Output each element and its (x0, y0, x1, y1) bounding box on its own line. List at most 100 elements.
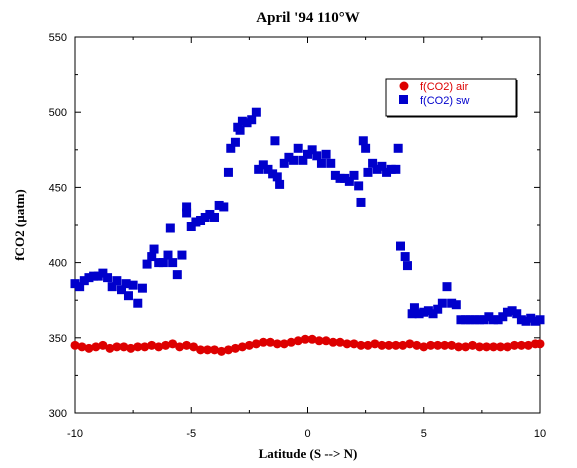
data-point-air (237, 342, 247, 352)
data-point-air (405, 339, 415, 349)
data-point-sw (451, 300, 461, 310)
data-point-air (502, 342, 512, 352)
legend: f(CO2) air f(CO2) sw (385, 78, 518, 118)
data-point-sw (433, 304, 443, 314)
legend-label-sw: f(CO2) sw (420, 95, 470, 107)
legend-label-air: f(CO2) air (420, 81, 469, 93)
data-point-air (475, 342, 485, 352)
data-point-sw (84, 273, 94, 283)
data-point-sw (182, 202, 192, 212)
data-point-sw (303, 149, 312, 159)
x-axis-ticks: -10 -5 0 5 10 (67, 37, 546, 440)
data-point-air (161, 340, 171, 350)
data-point-sw (479, 315, 489, 325)
data-marks (70, 107, 545, 356)
data-point-air (419, 342, 429, 352)
data-point-sw (516, 315, 526, 325)
data-point-sw (530, 316, 540, 326)
data-point-air (461, 342, 471, 352)
data-point-air (251, 339, 261, 349)
data-point-sw (70, 279, 80, 289)
data-point-air (258, 337, 268, 347)
data-point-sw (279, 158, 289, 168)
data-point-sw (428, 309, 438, 319)
y-axis-label: fCO2 (µatm) (12, 189, 27, 260)
data-point-sw (251, 107, 261, 117)
data-point-sw (79, 276, 89, 286)
data-point-sw (128, 280, 138, 290)
data-point-sw (330, 170, 340, 180)
data-point-air (133, 342, 143, 352)
data-point-sw (182, 208, 192, 218)
data-point-sw (103, 273, 113, 283)
data-point-sw (247, 115, 257, 125)
data-point-air (516, 340, 526, 350)
data-point-air (328, 337, 338, 347)
data-point-sw (186, 222, 196, 232)
x-axis-label: Latitude (S --> N) (259, 446, 358, 461)
data-point-sw (475, 315, 485, 325)
data-point-sw (237, 116, 247, 126)
data-point-air (391, 340, 401, 350)
data-point-sw (177, 250, 187, 260)
data-point-sw (263, 164, 273, 174)
data-point-sw (272, 172, 282, 182)
data-point-air (112, 342, 122, 352)
data-point-sw (354, 181, 364, 191)
data-point-air (426, 340, 436, 350)
legend-marker-air (399, 81, 409, 91)
data-point-sw (470, 315, 480, 325)
data-point-air (70, 340, 80, 350)
data-point-air (370, 339, 380, 349)
data-point-sw (447, 298, 457, 308)
data-point-air (203, 345, 213, 355)
data-point-sw (98, 268, 108, 278)
data-point-sw (200, 212, 210, 222)
data-point-sw (358, 136, 368, 146)
data-point-air (307, 334, 317, 344)
data-point-sw (423, 306, 433, 316)
data-point-air (454, 342, 464, 352)
y-tick-label: 400 (49, 258, 67, 270)
data-point-sw (275, 179, 285, 189)
data-point-sw (158, 258, 168, 268)
data-point-sw (223, 167, 233, 177)
data-point-sw (258, 160, 268, 170)
data-point-air (223, 345, 233, 355)
data-point-sw (437, 298, 447, 308)
data-point-sw (419, 307, 429, 317)
data-point-air (154, 342, 164, 352)
data-point-sw (386, 164, 396, 174)
data-point-sw (307, 145, 317, 155)
data-point-air (342, 339, 352, 349)
data-point-air (377, 340, 387, 350)
data-point-air (293, 336, 303, 346)
data-point-sw (154, 258, 164, 268)
data-point-sw (377, 161, 387, 171)
data-point-air (168, 339, 178, 349)
data-point-air (189, 342, 199, 352)
y-tick-label: 500 (49, 107, 67, 119)
data-point-sw (493, 315, 503, 325)
data-point-sw (168, 258, 178, 268)
data-point-air (272, 339, 282, 349)
y-tick-label: 550 (49, 32, 67, 44)
data-point-sw (214, 200, 224, 210)
y-axis-ticks: 300 350 400 450 500 550 (49, 32, 540, 420)
data-point-air (84, 343, 94, 353)
data-point-sw (284, 152, 294, 162)
data-point-sw (89, 271, 99, 281)
data-point-air (468, 340, 478, 350)
x-tick-label: 0 (304, 428, 310, 440)
data-point-sw (335, 173, 345, 183)
y-tick-label: 450 (49, 182, 67, 194)
data-point-sw (396, 241, 405, 251)
data-point-sw (512, 309, 522, 319)
data-point-sw (210, 212, 219, 222)
data-point-sw (393, 143, 403, 153)
x-tick-label: 10 (534, 428, 546, 440)
data-point-air (433, 340, 443, 350)
data-point-sw (465, 315, 475, 325)
data-point-air (119, 342, 129, 352)
series-1 (70, 107, 545, 326)
